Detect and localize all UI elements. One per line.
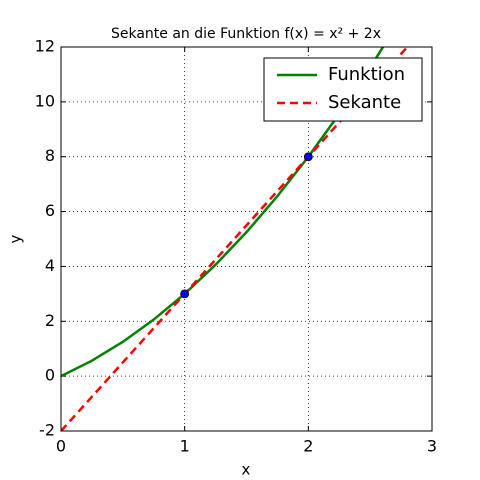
y-tick-label: 10	[35, 91, 55, 110]
x-tick-label: 1	[180, 437, 190, 456]
point-marker	[303, 152, 313, 162]
y-axis-label: y	[7, 234, 25, 243]
legend-label: Funktion	[328, 64, 405, 85]
chart-title: Sekante an die Funktion f(x) = x² + 2x	[111, 26, 381, 42]
y-tick-label: 8	[45, 146, 55, 165]
x-tick-label: 2	[303, 437, 313, 456]
legend-label: Sekante	[328, 92, 401, 113]
y-tick-label: 12	[35, 37, 55, 56]
y-tick-label: 4	[45, 256, 55, 275]
y-tick-label: 0	[45, 366, 55, 385]
plot-frame	[60, 46, 433, 432]
legend-box	[263, 57, 423, 122]
y-tick-label: 2	[45, 311, 55, 330]
x-axis-label: x	[242, 461, 251, 479]
y-tick-label: 6	[45, 201, 55, 220]
y-tick-label: -2	[39, 421, 55, 440]
x-tick-label: 3	[427, 437, 437, 456]
x-tick-label: 0	[56, 437, 66, 456]
point-marker	[180, 289, 190, 299]
